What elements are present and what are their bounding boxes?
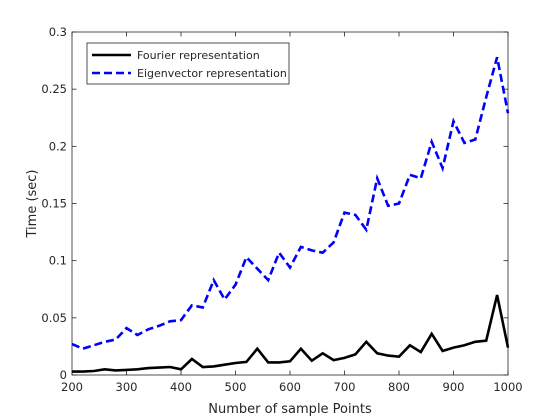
eigenvector-series-line — [71, 56, 510, 351]
x-tick-label: 600 — [279, 380, 301, 394]
x-tick-label: 400 — [170, 380, 192, 394]
y-tick-label: 0.3 — [49, 25, 67, 39]
plot-background — [72, 32, 508, 375]
x-tick-label: 900 — [443, 380, 465, 394]
legend-label: Fourier representation — [137, 49, 260, 62]
plot-area — [72, 32, 508, 375]
x-tick-label: 500 — [225, 380, 247, 394]
y-axis-label: Time (sec) — [25, 169, 40, 238]
x-tick-label: 1000 — [493, 380, 522, 394]
y-tick-label: 0.1 — [49, 254, 67, 268]
legend-label: Eigenvector representation — [137, 67, 287, 80]
x-tick-label: 800 — [388, 380, 410, 394]
axes: 200 300 400 500 600 700 800 900 1000 0 0.05 0.1 0.15… — [41, 25, 522, 394]
series-layer — [71, 56, 510, 373]
x-tick-label: 200 — [61, 380, 83, 394]
y-tick-label: 0.05 — [41, 311, 67, 325]
x-tick-label: 700 — [334, 380, 356, 394]
x-tick-label: 300 — [116, 380, 138, 394]
legend-box — [86, 42, 290, 85]
fourier-series-line — [72, 294, 510, 373]
y-tick-label: 0 — [60, 368, 67, 382]
y-tick-label: 0.2 — [49, 139, 67, 153]
y-tick-label: 0.25 — [41, 82, 67, 96]
x-axis-label: Number of sample Points — [208, 402, 372, 417]
legend: Fourier representation Eigenvector repres… — [86, 42, 290, 85]
y-tick-label: 0.15 — [41, 197, 67, 211]
